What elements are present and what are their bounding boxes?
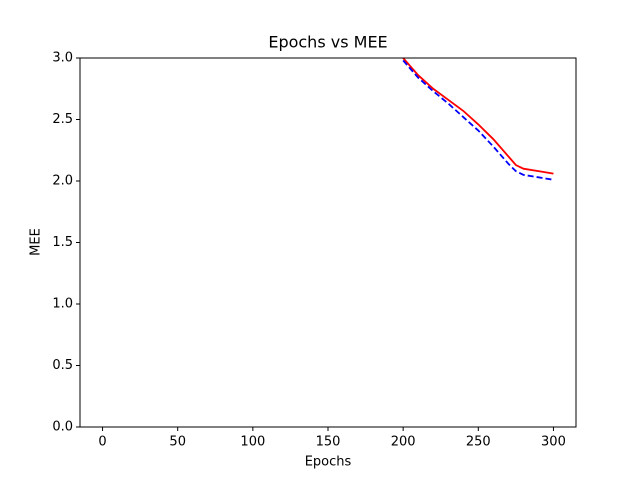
line-series [402, 58, 554, 175]
x-tick-label: 150 [316, 435, 341, 450]
y-tick-label: 2.5 [52, 112, 73, 127]
chart-title: Epochs vs MEE [268, 33, 387, 52]
y-tick-label: 3.0 [52, 51, 73, 66]
plot-frame [79, 57, 577, 428]
y-tick-label: 2.0 [52, 174, 73, 189]
x-tick-label: 50 [169, 435, 186, 450]
y-tick-label: 1.0 [52, 297, 73, 312]
y-tick-label: 0.5 [52, 358, 73, 373]
x-tick-label: 250 [466, 435, 491, 450]
y-tick-label: 1.5 [52, 235, 73, 250]
y-axis-label: MEE [29, 228, 44, 256]
x-axis-label: Epochs [305, 455, 352, 470]
line-series [402, 59, 554, 181]
y-tick-label: 0.0 [52, 420, 73, 435]
x-tick-label: 200 [391, 435, 416, 450]
x-tick-label: 0 [98, 435, 106, 450]
x-tick-label: 100 [240, 435, 265, 450]
x-tick-label: 300 [541, 435, 566, 450]
